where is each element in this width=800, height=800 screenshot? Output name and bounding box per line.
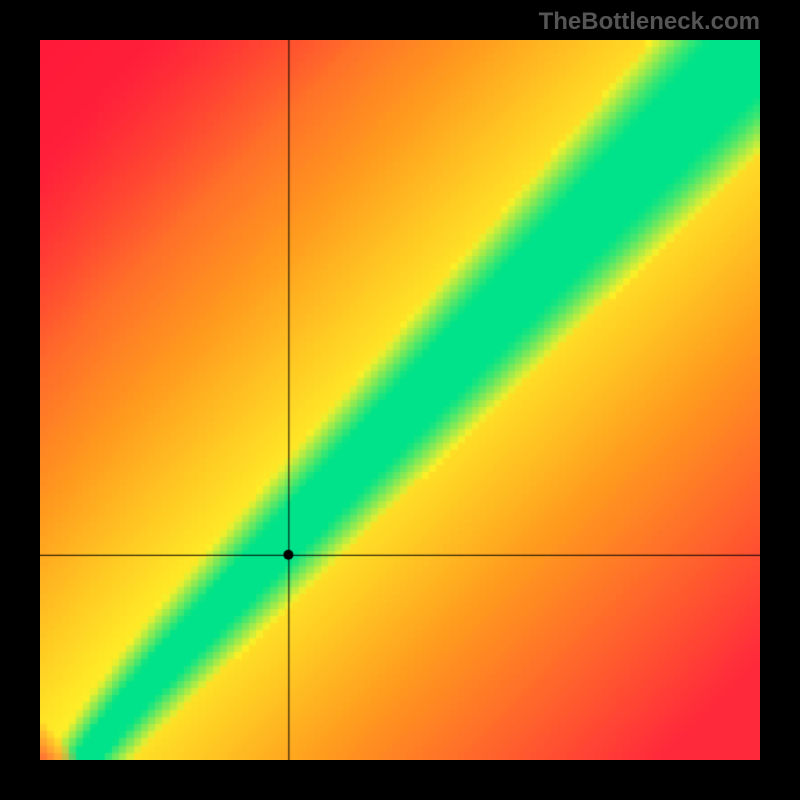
watermark-text: TheBottleneck.com [539, 8, 760, 36]
bottleneck-heatmap [40, 40, 760, 760]
chart-container: TheBottleneck.com [0, 0, 800, 800]
